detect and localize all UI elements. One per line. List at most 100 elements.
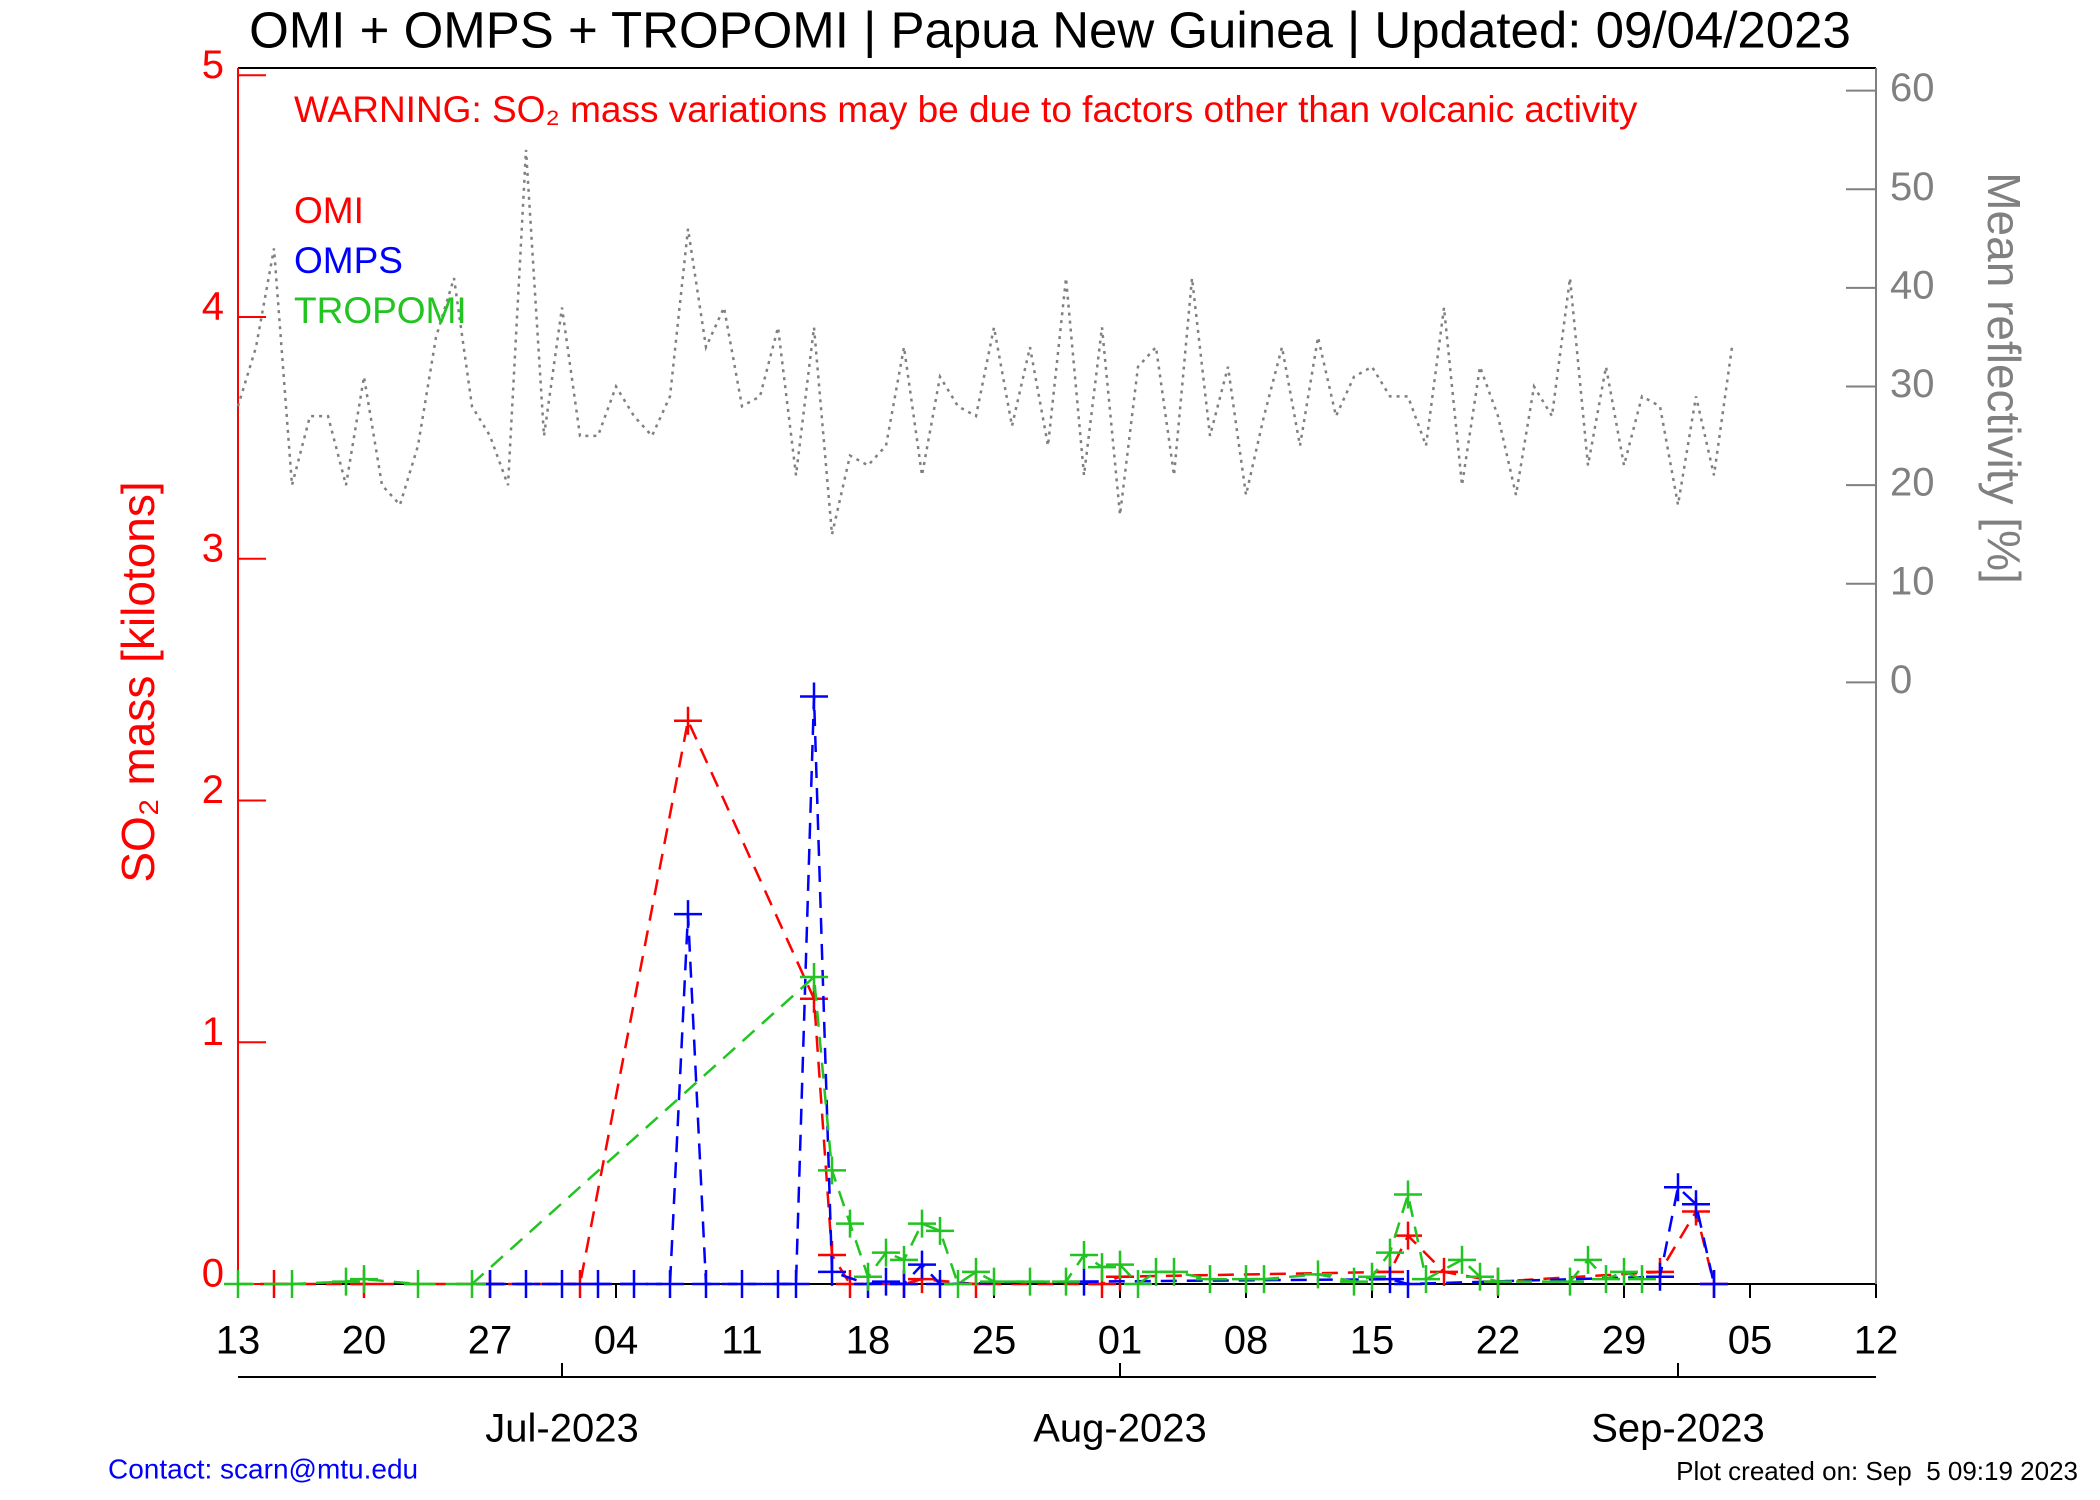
y2-tick-label: 20 <box>1890 461 1935 505</box>
point-marker <box>872 1267 900 1296</box>
point-marker <box>1556 1267 1584 1296</box>
point-marker <box>1448 1245 1476 1274</box>
point-marker <box>1646 1262 1674 1291</box>
point-marker <box>890 1245 918 1274</box>
point-marker <box>980 1267 1008 1296</box>
x-tick-label: 04 <box>594 1319 639 1363</box>
point-marker <box>332 1267 360 1296</box>
point-marker <box>1664 1173 1692 1202</box>
point-marker <box>1430 1257 1458 1286</box>
point-marker <box>584 1270 612 1298</box>
point-marker <box>1484 1267 1512 1296</box>
point-marker <box>1700 1270 1728 1298</box>
warning: WARNING: SO₂ mass variations may be due … <box>294 89 1638 130</box>
point-marker <box>962 1257 990 1286</box>
point-marker <box>1574 1245 1602 1274</box>
point-marker <box>548 1270 576 1298</box>
point-marker <box>1340 1267 1368 1296</box>
point-marker <box>908 1209 936 1238</box>
x-tick-label: 11 <box>721 1319 763 1363</box>
chart-title: OMI + OMPS + TROPOMI | Papua New Guinea … <box>249 1 1851 58</box>
y2-tick-label: 10 <box>1890 559 1935 603</box>
legend-entry: OMPS <box>294 240 403 281</box>
y2-tick-label: 40 <box>1890 263 1935 307</box>
y2-tick-label: 60 <box>1890 66 1935 110</box>
y-tick-label: 2 <box>202 768 224 812</box>
y-tick-label: 0 <box>202 1252 224 1296</box>
point-marker <box>674 900 702 929</box>
point-marker <box>782 1270 810 1298</box>
month-label: Sep-2023 <box>1591 1407 1764 1451</box>
y-axis-label: SO₂ mass [kilotons] <box>112 481 164 882</box>
x-tick-label: 12 <box>1854 1319 1899 1363</box>
point-marker <box>728 1270 756 1298</box>
series-line <box>490 696 1716 1286</box>
point-marker <box>944 1270 972 1298</box>
month-label: Jul-2023 <box>485 1407 638 1451</box>
point-marker <box>1610 1257 1638 1286</box>
point-marker <box>872 1238 900 1267</box>
y-tick-label: 4 <box>202 285 224 329</box>
point-marker <box>1682 1190 1710 1219</box>
x-tick-label: 25 <box>972 1319 1017 1363</box>
y2-tick-label: 0 <box>1890 658 1912 702</box>
point-marker <box>1124 1270 1152 1298</box>
point-marker <box>908 1250 936 1279</box>
point-marker <box>800 962 828 991</box>
x-tick-label: 15 <box>1350 1319 1395 1363</box>
point-marker <box>1628 1265 1656 1294</box>
x-tick-label: 08 <box>1224 1319 1269 1363</box>
created-note: Plot created on: Sep 5 09:19 2023 <box>1676 1456 2078 1486</box>
x-tick-label: 22 <box>1476 1319 1521 1363</box>
y2-axis-label: Mean reflectivity [%] <box>1978 172 2030 584</box>
point-marker <box>1358 1262 1386 1291</box>
point-marker <box>1394 1180 1422 1209</box>
point-marker <box>800 682 828 711</box>
y-tick-label: 3 <box>202 526 224 570</box>
x-tick-label: 18 <box>846 1319 891 1363</box>
y2-tick-label: 50 <box>1890 165 1935 209</box>
point-marker <box>854 1262 882 1291</box>
point-marker <box>1016 1267 1044 1296</box>
legend-entry: TROPOMI <box>294 290 467 331</box>
point-marker <box>1106 1250 1134 1279</box>
point-marker <box>818 1257 846 1286</box>
point-marker <box>1376 1238 1404 1267</box>
reflectivity-line <box>236 149 1734 535</box>
legend-entry: OMI <box>294 190 364 231</box>
point-marker <box>224 1270 252 1298</box>
point-marker <box>1592 1265 1620 1294</box>
y-tick-label: 5 <box>202 43 224 87</box>
point-marker <box>1160 1257 1188 1286</box>
contact: Contact: scarn@mtu.edu <box>108 1453 418 1484</box>
series-line <box>274 716 1716 1286</box>
point-marker <box>1088 1253 1116 1282</box>
x-tick-label: 01 <box>1098 1319 1143 1363</box>
point-marker <box>1376 1265 1404 1294</box>
x-tick-label: 29 <box>1602 1319 1647 1363</box>
point-marker <box>1412 1265 1440 1294</box>
point-marker <box>404 1270 432 1298</box>
point-marker <box>656 1270 684 1298</box>
y2-tick-label: 30 <box>1890 362 1935 406</box>
point-marker <box>1070 1240 1098 1269</box>
x-tick-label: 13 <box>216 1319 261 1363</box>
point-marker <box>1196 1265 1224 1294</box>
point-marker <box>620 1270 648 1298</box>
point-marker <box>692 1270 720 1298</box>
x-tick-label: 05 <box>1728 1319 1773 1363</box>
y-tick-label: 1 <box>202 1010 224 1054</box>
point-marker <box>836 1209 864 1238</box>
point-marker <box>1250 1265 1278 1294</box>
point-marker <box>278 1270 306 1298</box>
month-label: Aug-2023 <box>1033 1407 1206 1451</box>
point-marker <box>458 1270 486 1298</box>
point-marker <box>818 1156 846 1185</box>
point-marker <box>350 1265 378 1294</box>
x-tick-label: 20 <box>342 1319 387 1363</box>
point-marker <box>1466 1262 1494 1291</box>
point-marker <box>1394 1270 1422 1298</box>
point-marker <box>1052 1267 1080 1296</box>
